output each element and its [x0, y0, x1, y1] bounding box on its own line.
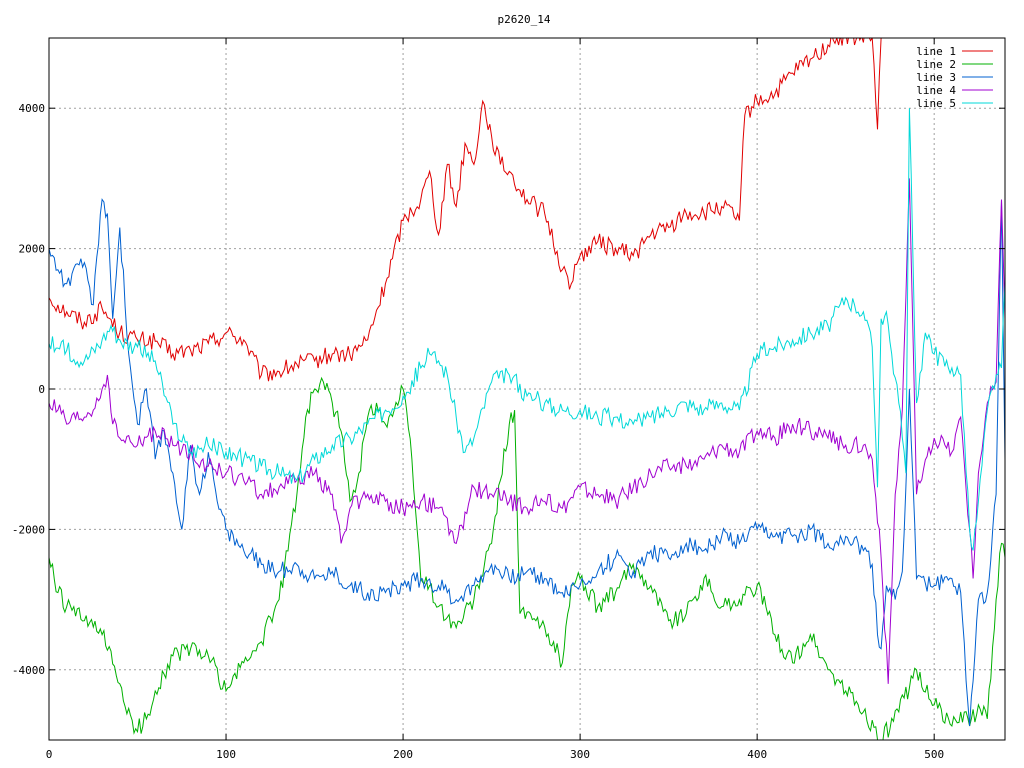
y-tick-label: -4000: [12, 664, 45, 677]
series-line-1: [49, 38, 882, 382]
x-tick-label: 500: [924, 748, 944, 761]
y-tick-label: 0: [38, 383, 45, 396]
series-lines: [49, 38, 1005, 740]
series-line-3: [49, 198, 1005, 727]
legend-label: line 2: [916, 58, 956, 71]
y-tick-label: 2000: [19, 243, 46, 256]
legend-label: line 1: [916, 45, 956, 58]
series-line-5: [49, 108, 1005, 551]
series-line-2: [49, 376, 1005, 740]
x-tick-label: 100: [216, 748, 236, 761]
x-tick-label: 400: [747, 748, 767, 761]
grid-lines: [49, 38, 1005, 740]
y-tick-label: -2000: [12, 523, 45, 536]
chart-title: p2620_14: [498, 13, 551, 26]
x-tick-label: 0: [46, 748, 53, 761]
legend-label: line 5: [916, 97, 956, 110]
y-tick-label: 4000: [19, 102, 46, 115]
x-tick-label: 300: [570, 748, 590, 761]
series-line-4: [49, 178, 1005, 684]
axis-ticks: 0 100 200 300 400 500 -4000 -2000 0 2000 4000: [12, 38, 1005, 761]
legend-label: line 3: [916, 71, 956, 84]
legend-label: line 4: [916, 84, 956, 97]
x-tick-label: 200: [393, 748, 413, 761]
